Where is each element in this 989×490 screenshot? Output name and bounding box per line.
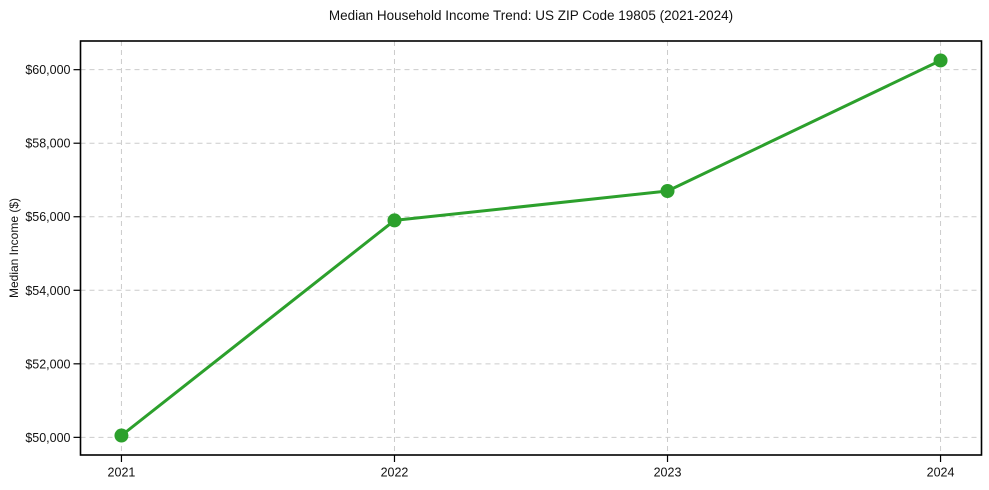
y-tick-label: $60,000 (25, 63, 70, 77)
y-tick-label: $52,000 (25, 357, 70, 371)
data-point-2021 (114, 428, 129, 443)
x-tick-label: 2024 (927, 466, 955, 480)
y-tick-label: $58,000 (25, 137, 70, 151)
trend-line (119, 58, 943, 438)
y-axis-title: Median Income ($) (7, 197, 21, 299)
y-tick-label: $50,000 (25, 431, 70, 445)
x-tick-label: 2022 (381, 466, 409, 480)
y-tick-label: $54,000 (25, 284, 70, 298)
data-point-2023 (660, 184, 675, 199)
data-point-2024 (933, 53, 948, 68)
data-point-2022 (387, 213, 402, 228)
plot-frame (79, 40, 983, 456)
x-tick-label: 2023 (654, 466, 682, 480)
x-tick-label: 2021 (108, 466, 136, 480)
chart-title: Median Household Income Trend: US ZIP Co… (328, 8, 734, 23)
y-tick-label: $56,000 (25, 210, 70, 224)
